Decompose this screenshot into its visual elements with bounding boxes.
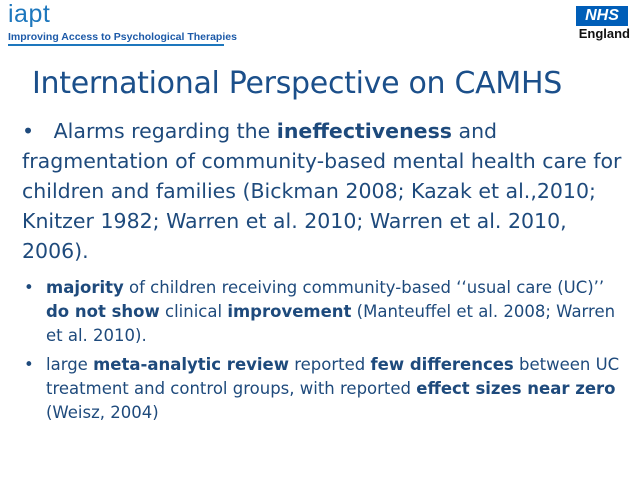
bullet-2-marker: • (24, 278, 34, 297)
bullet-3-marker: • (24, 355, 34, 374)
nhs-region-label: England (578, 26, 630, 41)
bullet-1-text-c: and fragmentation of community-based men… (22, 119, 622, 263)
bullet-3-emphasis-f: effect sizes near zero (416, 379, 616, 398)
bullet-1-text-a: Alarms regarding the (53, 119, 277, 143)
bullet-3-text-g: (Weisz, 2004) (46, 403, 159, 422)
header-rule (8, 44, 224, 46)
bullet-2-text-b: of children receiving community-based ‘‘… (123, 278, 605, 297)
bullet-1-marker: • (22, 119, 35, 143)
bullet-2: • majority of children receiving communit… (22, 276, 622, 348)
nhs-logo: NHS (576, 6, 628, 26)
header: iapt Improving Access to Psychological T… (0, 0, 638, 46)
bullet-3: • large meta-analytic review reported few… (22, 353, 622, 425)
iapt-logo: iapt (8, 0, 51, 28)
bullet-3-emphasis-b: meta-analytic review (93, 355, 289, 374)
bullet-3-emphasis-d: few differences (370, 355, 514, 374)
bullet-1-emphasis: ineffectiveness (276, 119, 452, 143)
bullet-3-text-e: between UC treatment and control groups,… (46, 355, 620, 398)
bullet-2-emphasis-a: majority (46, 278, 124, 297)
bullet-2-text-d: clinical (159, 302, 228, 321)
bullet-1: • Alarms regarding the ineffectiveness a… (22, 116, 622, 266)
bullet-2-emphasis-e: improvement (227, 302, 352, 321)
slide-body: • Alarms regarding the ineffectiveness a… (22, 116, 622, 430)
iapt-tagline: Improving Access to Psychological Therap… (8, 31, 237, 43)
bullet-2-emphasis-c: do not show (46, 302, 160, 321)
bullet-3-text-c: reported (288, 355, 371, 374)
slide-title: International Perspective on CAMHS (32, 66, 562, 101)
bullet-2-text-f: (Manteuffel et al. 2008; Warren et al. 2… (46, 302, 616, 345)
bullet-3-text-a: large (46, 355, 94, 374)
